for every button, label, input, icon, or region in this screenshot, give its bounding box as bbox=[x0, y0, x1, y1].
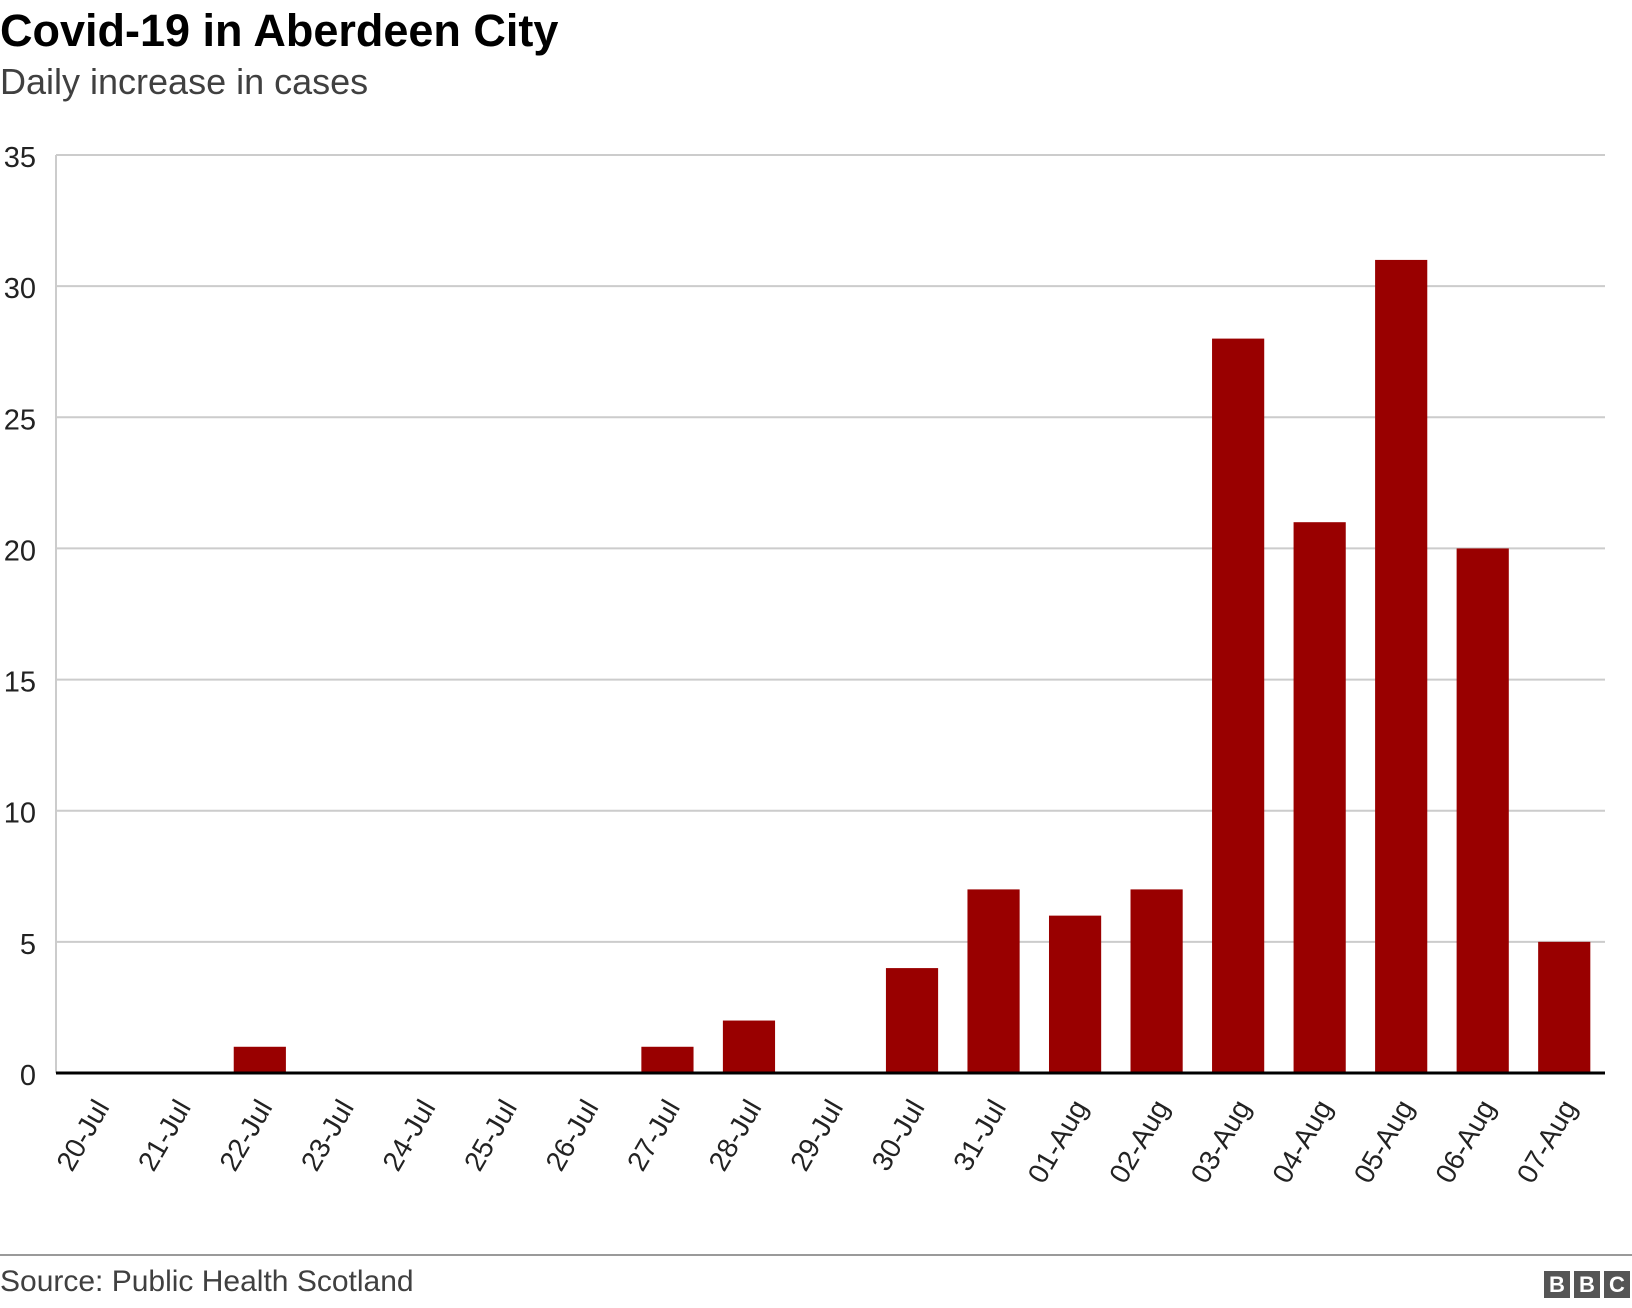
axes bbox=[55, 155, 1605, 1075]
x-tick-label: 25-Jul bbox=[458, 1095, 523, 1177]
x-tick-label: 05-Aug bbox=[1348, 1095, 1420, 1189]
bars bbox=[233, 259, 1591, 1074]
bar-28-Jul bbox=[722, 1020, 776, 1073]
y-tick-label: 5 bbox=[20, 929, 36, 961]
bbc-logo-letter-c: C bbox=[1604, 1271, 1630, 1298]
x-tick-label: 22-Jul bbox=[213, 1095, 278, 1177]
y-tick-label: 30 bbox=[4, 273, 36, 305]
y-tick-label: 35 bbox=[4, 142, 36, 174]
y-tick-label: 25 bbox=[4, 404, 36, 436]
chart-subtitle: Daily increase in cases bbox=[0, 61, 369, 102]
bbc-logo-letter-b1: B bbox=[1544, 1271, 1570, 1298]
x-tick-label: 06-Aug bbox=[1429, 1095, 1501, 1189]
bar-06-Aug bbox=[1456, 548, 1509, 1073]
x-tick-label: 31-Jul bbox=[947, 1095, 1012, 1177]
y-axis-ticks: 0 5 10 15 20 25 30 35 bbox=[4, 142, 36, 1092]
footer-divider bbox=[0, 1254, 1632, 1256]
x-tick-label: 01-Aug bbox=[1022, 1095, 1094, 1189]
bbc-logo-letter-b2: B bbox=[1574, 1271, 1600, 1298]
x-tick-label: 26-Jul bbox=[539, 1095, 604, 1177]
x-tick-label: 03-Aug bbox=[1185, 1095, 1257, 1189]
x-tick-label: 29-Jul bbox=[784, 1095, 849, 1177]
bar-04-Aug bbox=[1293, 522, 1346, 1073]
chart-title: Covid-19 in Aberdeen City bbox=[0, 5, 559, 56]
x-tick-label: 27-Jul bbox=[621, 1095, 686, 1177]
bar-31-Jul bbox=[967, 889, 1020, 1073]
y-tick-label: 15 bbox=[4, 667, 36, 699]
x-tick-label: 20-Jul bbox=[50, 1095, 115, 1177]
x-tick-label: 24-Jul bbox=[376, 1095, 441, 1177]
bar-05-Aug bbox=[1375, 259, 1428, 1073]
x-tick-label: 07-Aug bbox=[1511, 1095, 1583, 1189]
y-tick-label: 10 bbox=[4, 798, 36, 830]
bar-30-Jul bbox=[885, 968, 939, 1073]
bar-27-Jul bbox=[641, 1046, 694, 1073]
bar-01-Aug bbox=[1048, 915, 1102, 1073]
bar-22-Jul bbox=[233, 1046, 286, 1073]
x-axis-ticks: 20-Jul 21-Jul 22-Jul 23-Jul 24-Jul 25-Jul 26-J… bbox=[50, 1095, 1582, 1189]
bar-02-Aug bbox=[1130, 889, 1183, 1073]
bar-03-Aug bbox=[1212, 338, 1265, 1074]
x-tick-label: 23-Jul bbox=[295, 1095, 360, 1177]
x-tick-label: 04-Aug bbox=[1266, 1095, 1338, 1189]
bbc-logo: B B C bbox=[1544, 1271, 1630, 1298]
x-tick-label: 02-Aug bbox=[1103, 1095, 1175, 1189]
x-tick-label: 28-Jul bbox=[703, 1095, 768, 1177]
y-tick-label: 0 bbox=[20, 1060, 36, 1092]
y-tick-label: 20 bbox=[4, 535, 36, 567]
x-tick-label: 21-Jul bbox=[132, 1095, 197, 1177]
gridlines bbox=[56, 154, 1605, 943]
source-note: Source: Public Health Scotland bbox=[0, 1265, 414, 1298]
x-tick-label: 30-Jul bbox=[866, 1095, 931, 1177]
bar-07-Aug bbox=[1538, 941, 1591, 1073]
